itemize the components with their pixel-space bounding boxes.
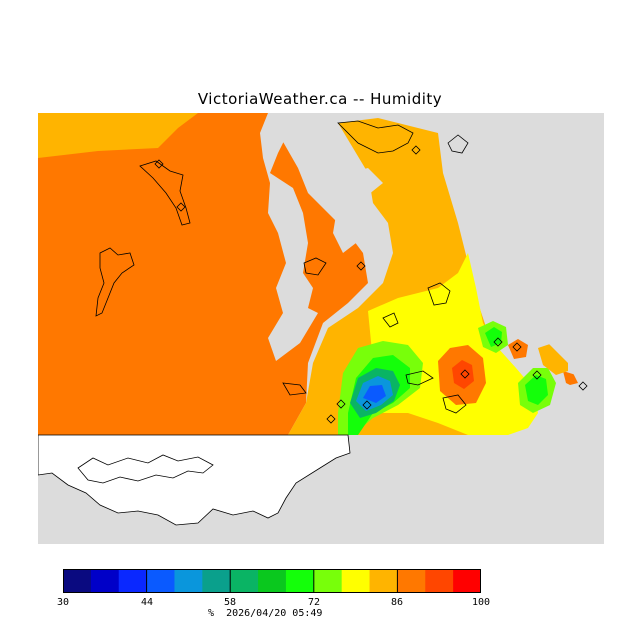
legend-tick-label: 44 (140, 597, 154, 608)
legend-tick-label: 72 (307, 597, 321, 608)
water-channel-northeast (333, 168, 383, 253)
coastlines (95, 120, 469, 414)
humidity-zone-green-ne-core (485, 327, 502, 347)
legend-swatch (285, 569, 315, 593)
humidity-zone-green-east-core (525, 375, 548, 405)
legend-swatch (341, 569, 371, 593)
diamond-icon (326, 414, 336, 424)
diamond-icon (154, 159, 164, 169)
legend-swatch (146, 569, 175, 593)
legend-swatch (118, 569, 148, 593)
humidity-zone-deepblue (363, 385, 386, 403)
legend-tick-label: 86 (390, 597, 404, 608)
legend-swatch (202, 569, 231, 593)
diamond-icon (176, 202, 186, 212)
legend-border (63, 569, 481, 593)
humidity-zone-amber-nw (38, 113, 198, 158)
diamond-icon (578, 381, 588, 391)
diamond-icon (532, 370, 542, 380)
diamond-icon (356, 261, 366, 271)
humidity-color-legend (63, 569, 481, 593)
legend-tick-label: 30 (56, 597, 70, 608)
diamond-icon (336, 399, 346, 409)
legend-swatch (90, 569, 120, 593)
humidity-zone-hotspot-ne (508, 339, 528, 359)
legend-tick-label: 58 (223, 597, 237, 608)
diamond-icon (411, 145, 421, 155)
water-channel-saanich-inlet (260, 113, 318, 361)
weather-stations (154, 145, 588, 424)
water-eastern-strait (438, 113, 604, 435)
timestamp: 2026/04/20 05:49 (226, 608, 323, 619)
legend-swatch (397, 569, 426, 593)
legend-swatch (369, 569, 398, 593)
unit-label: % (208, 608, 215, 619)
diamond-icon (362, 400, 372, 410)
legend-swatch (230, 569, 259, 593)
coastline-south-inlet (77, 454, 214, 484)
map-title: VictoriaWeather.ca -- Humidity (197, 90, 443, 108)
humidity-map (38, 113, 604, 544)
diamond-icon (493, 337, 503, 347)
diamond-icon (460, 369, 470, 379)
legend-swatch (174, 569, 203, 593)
legend-swatch (313, 569, 343, 593)
legend-swatch (63, 569, 92, 593)
olympic-peninsula-white (38, 434, 351, 526)
legend-swatch (425, 569, 454, 593)
diamond-icon (512, 342, 522, 352)
legend-tick-label: 100 (471, 597, 491, 608)
footer-caption: % 2026/04/20 05:49 (208, 608, 322, 619)
legend-swatch (453, 569, 481, 593)
humidity-zone-hotspot-red (452, 360, 474, 389)
legend-swatch (258, 569, 287, 593)
